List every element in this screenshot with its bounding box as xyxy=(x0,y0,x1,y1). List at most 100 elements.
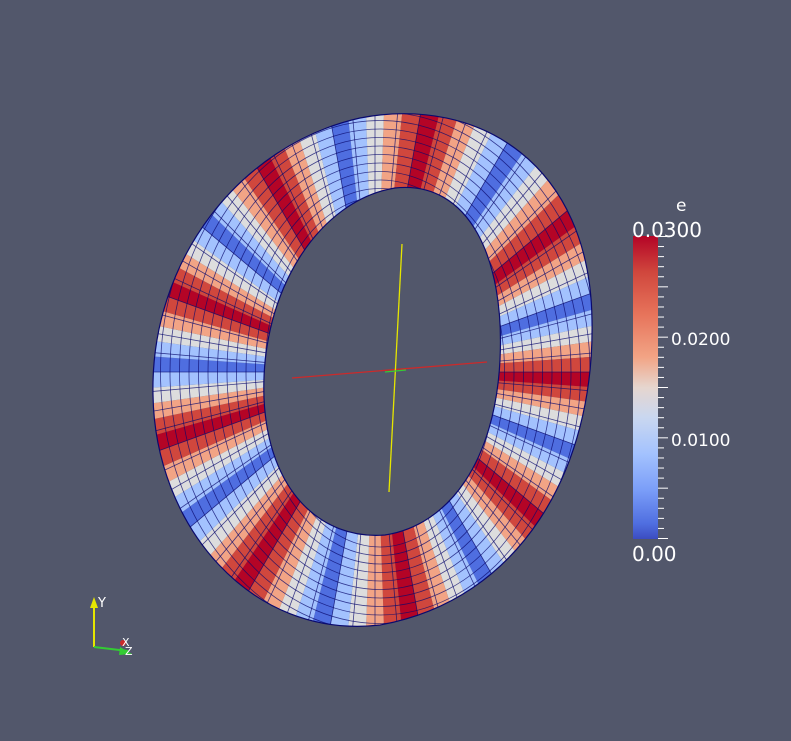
mesh-line xyxy=(247,99,376,373)
ring-color-band xyxy=(375,372,448,668)
ring-color-band xyxy=(77,309,375,372)
ring-color-band xyxy=(375,372,664,475)
ring-color-band xyxy=(375,372,591,595)
mesh-line xyxy=(202,126,376,373)
mesh-line xyxy=(374,371,428,668)
mesh-line xyxy=(374,371,454,662)
mesh-line xyxy=(374,221,636,373)
colorbar-tick-label: 0.0100 xyxy=(671,431,731,451)
ring-color-band xyxy=(375,123,560,372)
orientation-x-label: X xyxy=(122,636,130,649)
ring-color-band xyxy=(145,372,375,581)
orientation-x-dot xyxy=(120,640,126,646)
mesh-line xyxy=(181,371,376,603)
mesh-line xyxy=(374,126,548,373)
mesh-line xyxy=(322,371,376,668)
center-axis-z xyxy=(384,369,407,373)
center-axis-x xyxy=(291,361,488,379)
mesh-line xyxy=(162,159,376,373)
ring-color-band xyxy=(375,372,560,621)
ring-outer-outline xyxy=(152,113,593,627)
ring-color-band xyxy=(375,289,669,372)
ring-color-band xyxy=(375,372,669,455)
ring-color-band xyxy=(375,372,605,581)
mesh-line xyxy=(92,269,376,373)
mesh-line xyxy=(114,221,376,373)
mesh-line xyxy=(374,371,478,655)
ring-color-band xyxy=(75,351,375,372)
colorbar-ticks xyxy=(658,236,668,539)
ring-color-band xyxy=(262,372,375,658)
mesh-line xyxy=(374,371,526,633)
ring-color-band xyxy=(375,213,640,372)
ring-color-band xyxy=(375,372,650,513)
mesh-line xyxy=(102,244,376,373)
mesh-line xyxy=(255,188,505,556)
ring-color-band xyxy=(190,372,375,621)
ring-color-band xyxy=(375,86,488,372)
ring-color-band xyxy=(282,372,375,664)
mesh-line xyxy=(179,120,581,624)
mesh-line xyxy=(374,371,606,566)
ring-color-band xyxy=(375,179,618,372)
ring-color-band xyxy=(282,80,375,372)
mesh-line xyxy=(374,99,503,373)
ring-color-band xyxy=(159,149,375,372)
orientation-y-label: Y xyxy=(97,596,106,611)
mesh-line xyxy=(374,371,658,475)
colorbar-title: e xyxy=(676,196,687,216)
ring-color-band xyxy=(100,231,375,372)
mesh-line xyxy=(374,76,428,373)
ring-color-band xyxy=(81,372,375,455)
ring-color-band xyxy=(132,179,375,372)
mesh-line xyxy=(374,269,658,373)
mesh-line xyxy=(76,345,376,373)
orientation-axes: Y X Z xyxy=(90,596,133,658)
mesh-line xyxy=(245,179,515,565)
colorbar-max-label: 0.0300 xyxy=(632,218,702,242)
colorbar-tick-label: 0.0200 xyxy=(671,330,731,350)
ring-color-band xyxy=(75,372,376,414)
ring-color-band xyxy=(375,372,675,414)
ring-color-band xyxy=(243,93,375,372)
ring-color-band xyxy=(375,93,507,372)
mesh-line xyxy=(374,371,548,618)
mesh-line xyxy=(85,371,376,451)
ring-color-band xyxy=(375,372,640,531)
mesh-line xyxy=(374,319,671,373)
ring-color-band xyxy=(207,112,375,372)
ring-color-band xyxy=(86,269,375,372)
ring-color-band xyxy=(81,289,375,372)
orientation-z-arrow xyxy=(119,647,132,655)
mesh-line xyxy=(226,162,534,582)
mesh-line xyxy=(374,244,648,373)
ring-color-band xyxy=(375,372,488,658)
ring-color-band xyxy=(77,372,375,435)
ring-color-band xyxy=(225,102,375,372)
ring-color-band xyxy=(375,102,525,372)
ring-color-band xyxy=(375,372,675,393)
ring-inner-outline xyxy=(263,186,502,536)
colorbar-gradient xyxy=(633,236,658,539)
ring-color-band xyxy=(375,372,543,632)
mesh-line xyxy=(114,371,376,523)
mesh-line xyxy=(374,199,621,373)
mesh-line xyxy=(264,196,496,548)
mesh-line xyxy=(144,178,376,373)
ring-color-band xyxy=(375,372,468,664)
mesh-line xyxy=(374,371,636,523)
mesh-line xyxy=(374,371,665,451)
ring-color-band xyxy=(375,351,675,372)
mesh-line xyxy=(85,293,376,373)
mesh-line xyxy=(374,82,454,373)
ring-color-band xyxy=(100,372,375,513)
ring-color-band xyxy=(375,372,618,565)
mesh-line xyxy=(217,154,543,590)
mesh-line xyxy=(374,371,648,500)
ring-color-band xyxy=(375,330,675,372)
mesh-line xyxy=(374,371,671,425)
mesh-line xyxy=(160,103,600,641)
ring-color-band xyxy=(375,76,448,372)
